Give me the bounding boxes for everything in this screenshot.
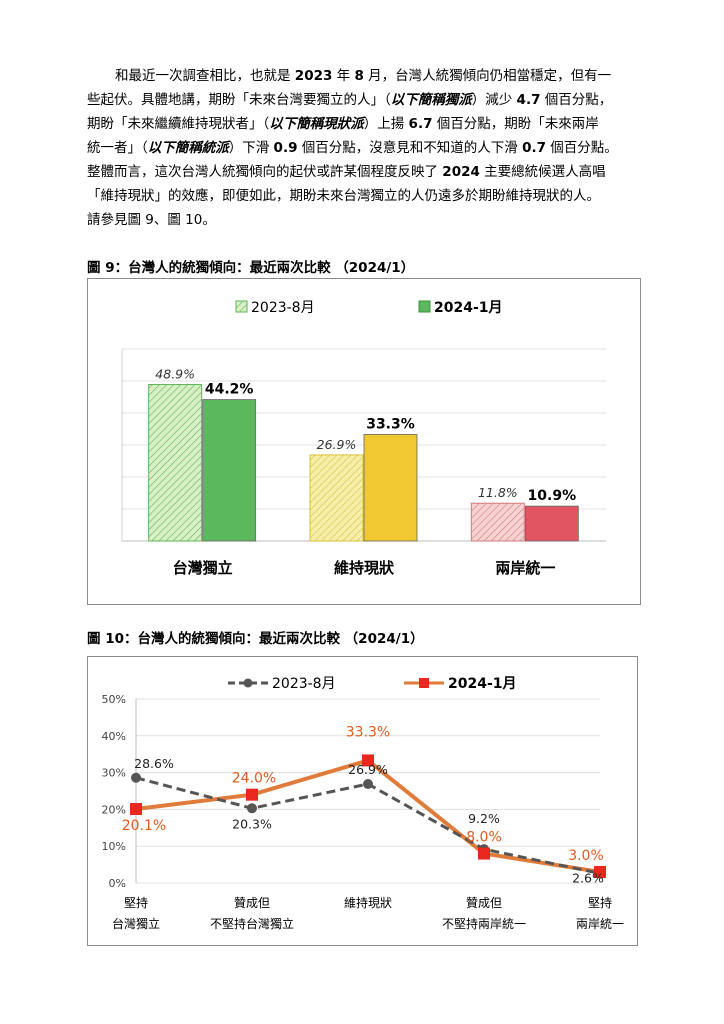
y-tick-label: 10% (102, 840, 126, 853)
point-label-2023-4: 2.6% (572, 870, 604, 885)
figure-9-box: 2023-8月 2024-1月 48.9% 44.2% 26.9% 33.3% 11.8… (87, 278, 641, 605)
point-2023-1 (247, 803, 257, 814)
bar-2024-2 (524, 505, 579, 542)
category-label-4: 兩岸統一 (576, 917, 624, 931)
point-label-2024-2: 33.3% (346, 724, 390, 740)
bar-label-2024-1: 33.3% (366, 416, 415, 432)
point-2023-0 (131, 772, 141, 783)
legend-marker-2023 (243, 678, 253, 688)
category-label-0: 台灣獨立 (173, 559, 233, 577)
point-2024-4 (594, 865, 606, 878)
intro-paragraph: 和最近一次調查相比，也就是 2023 年 8 月，台灣人統獨傾向仍相當穩定，但有… (87, 64, 647, 232)
point-label-2024-0: 20.1% (122, 818, 166, 834)
point-label-2023-1: 20.3% (232, 816, 272, 831)
series-line-2024 (135, 758, 601, 874)
paragraph-line-7: 請參見圖 9、圖 10。 (87, 212, 216, 228)
point-2024-2 (362, 754, 374, 767)
legend-label-2024: 2024-1月 (434, 300, 503, 316)
point-2024-3 (478, 847, 490, 860)
bar-2023-0 (148, 384, 203, 542)
bar-2023-1 (309, 454, 364, 542)
category-label-4: 堅持 (588, 895, 612, 910)
category-label-2: 維持現狀 (344, 895, 392, 910)
point-label-2024-1: 24.0% (232, 771, 276, 787)
paragraph-line-6: 「維持現狀」的效應，即便如此，期盼未來台灣獨立的人仍遠多於期盼維持現狀的人。 (87, 188, 600, 204)
category-label-1: 贊成但 (234, 896, 270, 910)
legend-label-2023: 2023-8月 (272, 676, 336, 692)
point-2024-0 (130, 803, 142, 816)
y-tick-label: 30% (102, 767, 126, 780)
category-label-1: 不堅持台灣獨立 (210, 916, 294, 931)
bar-2023-2 (470, 502, 525, 542)
figure-9-caption: 圖 9：台灣人的統獨傾向：最近兩次比較 （2024/1） (87, 260, 415, 276)
figure-10-caption: 圖 10：台灣人的統獨傾向：最近兩次比較 （2024/1） (87, 631, 424, 647)
category-label-2: 兩岸統一 (495, 559, 555, 577)
point-label-2024-3: 8.0% (466, 830, 502, 846)
bar-label-2023-2: 11.8% (478, 485, 518, 500)
bar-label-2023-0: 48.9% (155, 367, 195, 382)
paragraph-line-5: 整體而言，這次台灣人統獨傾向的起伏或許某個程度反映了 2024 主要總統候選人高… (87, 164, 606, 180)
bar-label-2023-1: 26.9% (317, 437, 357, 452)
category-label-0: 堅持 (124, 895, 148, 910)
legend-swatch-2023 (235, 300, 248, 313)
line-chart: 2023-8月 2024-1月 0% 10% 20% 30% 40% 50% 28.6% 2… (102, 676, 624, 931)
category-label-0: 台灣獨立 (112, 916, 160, 931)
figure-10-box: 2023-8月 2024-1月 0% 10% 20% 30% 40% 50% 28.6% 2… (87, 656, 638, 946)
bar-label-2024-2: 10.9% (528, 488, 577, 504)
point-label-2023-0: 28.6% (134, 756, 174, 771)
y-tick-label: 50% (102, 693, 126, 706)
category-label-3: 不堅持兩岸統一 (442, 916, 526, 931)
paragraph-line-2: 些起伏。具體地講，期盼「未來台灣要獨立的人」（以下簡稱獨派）減少 4.7 個百分… (87, 92, 613, 108)
point-label-2023-3: 9.2% (468, 811, 500, 826)
paragraph-line-1: 和最近一次調查相比，也就是 2023 年 8 月，台灣人統獨傾向仍相當穩定，但有… (115, 68, 612, 84)
point-2024-1 (246, 788, 258, 801)
bar-2024-1 (363, 434, 418, 542)
point-2023-2 (363, 779, 373, 790)
y-tick-label: 0% (109, 877, 126, 890)
paragraph-line-3: 期盼「未來繼續維持現狀者」（以下簡稱現狀派）上揚 6.7 個百分點，期盼「未來兩… (87, 116, 599, 132)
category-label-3: 贊成但 (466, 896, 502, 910)
bar-2024-0 (202, 399, 257, 542)
bar-chart: 2023-8月 2024-1月 48.9% 44.2% 26.9% 33.3% 11.8… (121, 300, 606, 577)
legend-marker-2024 (419, 678, 429, 688)
point-label-2024-4: 3.0% (568, 848, 604, 864)
y-tick-label: 20% (102, 803, 126, 816)
legend-label-2023: 2023-8月 (251, 300, 315, 316)
y-tick-label: 40% (102, 730, 126, 743)
category-label-1: 維持現狀 (334, 559, 395, 577)
point-label-2023-2: 26.9% (348, 762, 388, 777)
paragraph-line-4: 統一者」（以下簡稱統派）下滑 0.9 個百分點，沒意見和不知道的人下滑 0.7 … (87, 140, 618, 156)
legend-swatch-2024 (418, 300, 431, 313)
bar-label-2024-0: 44.2% (205, 382, 254, 398)
legend-label-2024: 2024-1月 (448, 676, 517, 692)
